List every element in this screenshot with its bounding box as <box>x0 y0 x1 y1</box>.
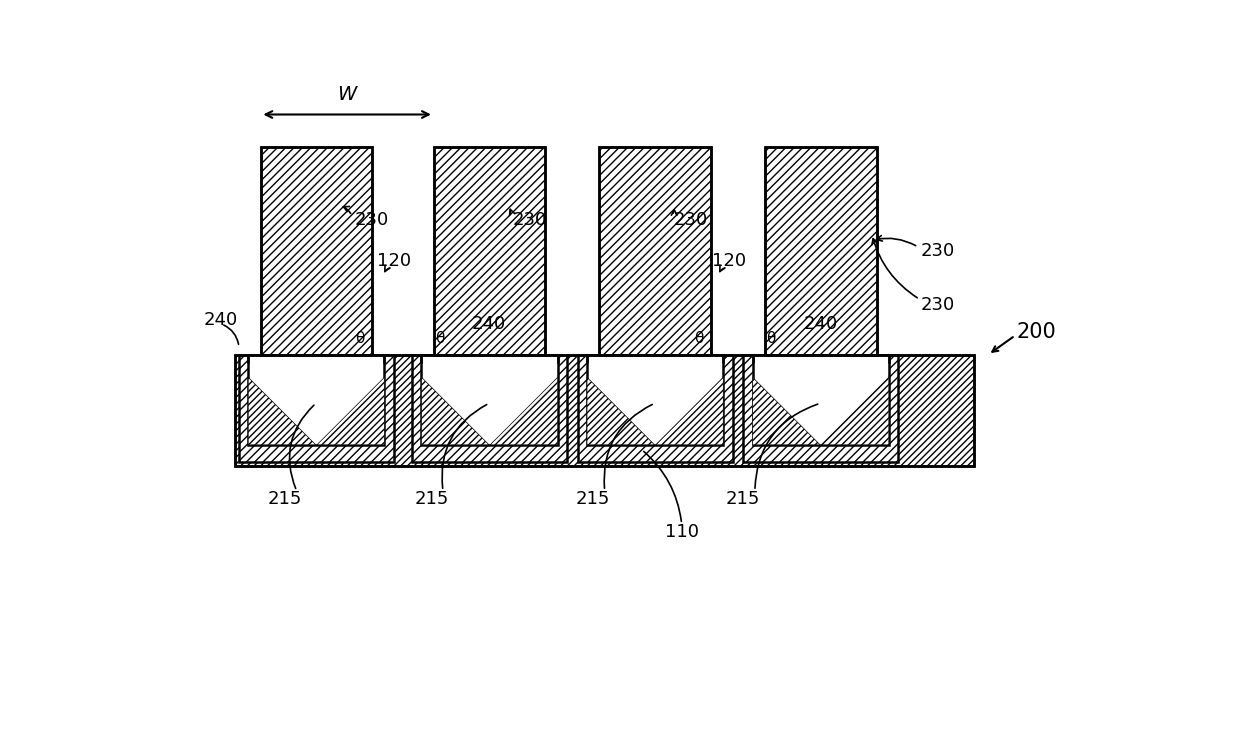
Bar <box>236 355 975 467</box>
Text: 215: 215 <box>268 489 303 508</box>
Text: 240: 240 <box>472 315 506 333</box>
Bar <box>248 355 384 445</box>
Bar <box>578 355 733 461</box>
Bar <box>587 355 723 445</box>
Bar <box>434 147 546 355</box>
Polygon shape <box>656 378 723 445</box>
Text: θ: θ <box>766 330 776 345</box>
Polygon shape <box>317 378 384 445</box>
Text: 200: 200 <box>1017 322 1056 342</box>
Bar <box>236 355 975 467</box>
Text: θ: θ <box>694 330 703 345</box>
Text: 240: 240 <box>804 315 837 333</box>
Bar <box>578 355 733 461</box>
Bar <box>239 355 394 461</box>
Bar <box>236 355 975 467</box>
Bar <box>743 355 898 461</box>
Bar <box>765 147 877 355</box>
Text: 230: 230 <box>920 242 955 260</box>
Text: 120: 120 <box>377 252 412 270</box>
Polygon shape <box>422 378 489 445</box>
Text: 215: 215 <box>575 489 610 508</box>
Bar <box>765 147 877 355</box>
Bar <box>412 355 567 461</box>
Bar <box>434 147 546 355</box>
Bar <box>260 147 372 355</box>
Polygon shape <box>821 378 889 445</box>
Text: W: W <box>337 85 357 104</box>
Text: 240: 240 <box>205 311 238 329</box>
Text: θ: θ <box>435 330 445 345</box>
Bar <box>434 147 546 355</box>
Text: 110: 110 <box>665 523 698 541</box>
Bar <box>765 147 877 355</box>
Text: 215: 215 <box>414 489 449 508</box>
Bar <box>599 147 711 355</box>
Bar <box>753 355 889 445</box>
Polygon shape <box>753 378 820 445</box>
Polygon shape <box>490 378 558 445</box>
Text: 230: 230 <box>355 210 388 229</box>
Text: 230: 230 <box>512 210 547 229</box>
Text: 230: 230 <box>675 210 708 229</box>
Bar <box>260 147 372 355</box>
Polygon shape <box>248 378 316 445</box>
Text: 230: 230 <box>920 296 955 314</box>
Bar <box>239 355 394 461</box>
Bar <box>743 355 898 461</box>
Text: 120: 120 <box>712 252 746 270</box>
Bar <box>599 147 711 355</box>
Bar <box>412 355 567 461</box>
Bar <box>422 355 558 445</box>
Bar <box>599 147 711 355</box>
Text: 215: 215 <box>727 489 760 508</box>
Polygon shape <box>587 378 655 445</box>
Bar <box>260 147 372 355</box>
Text: θ: θ <box>355 330 365 345</box>
